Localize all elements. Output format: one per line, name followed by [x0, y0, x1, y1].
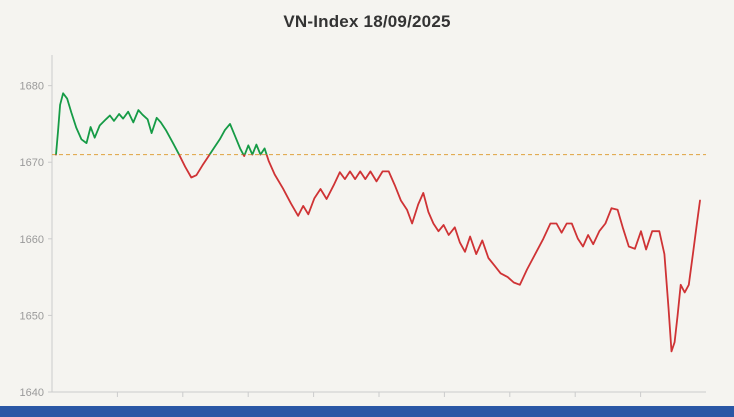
y-tick-label: 1650 — [20, 310, 44, 322]
price-line-below — [55, 154, 701, 353]
y-tick-label: 1660 — [20, 234, 44, 246]
y-tick-label: 1640 — [20, 387, 44, 399]
chart-title: VN-Index 18/09/2025 — [283, 12, 451, 31]
chart-area: 1640 1650 1660 1670 1680 — [0, 42, 734, 405]
footer-bar — [0, 406, 734, 417]
y-tick-label: 1680 — [20, 81, 44, 93]
price-line-above — [55, 92, 268, 155]
y-tick-label: 1670 — [20, 157, 44, 169]
price-chart: 1640 1650 1660 1670 1680 — [20, 55, 706, 399]
